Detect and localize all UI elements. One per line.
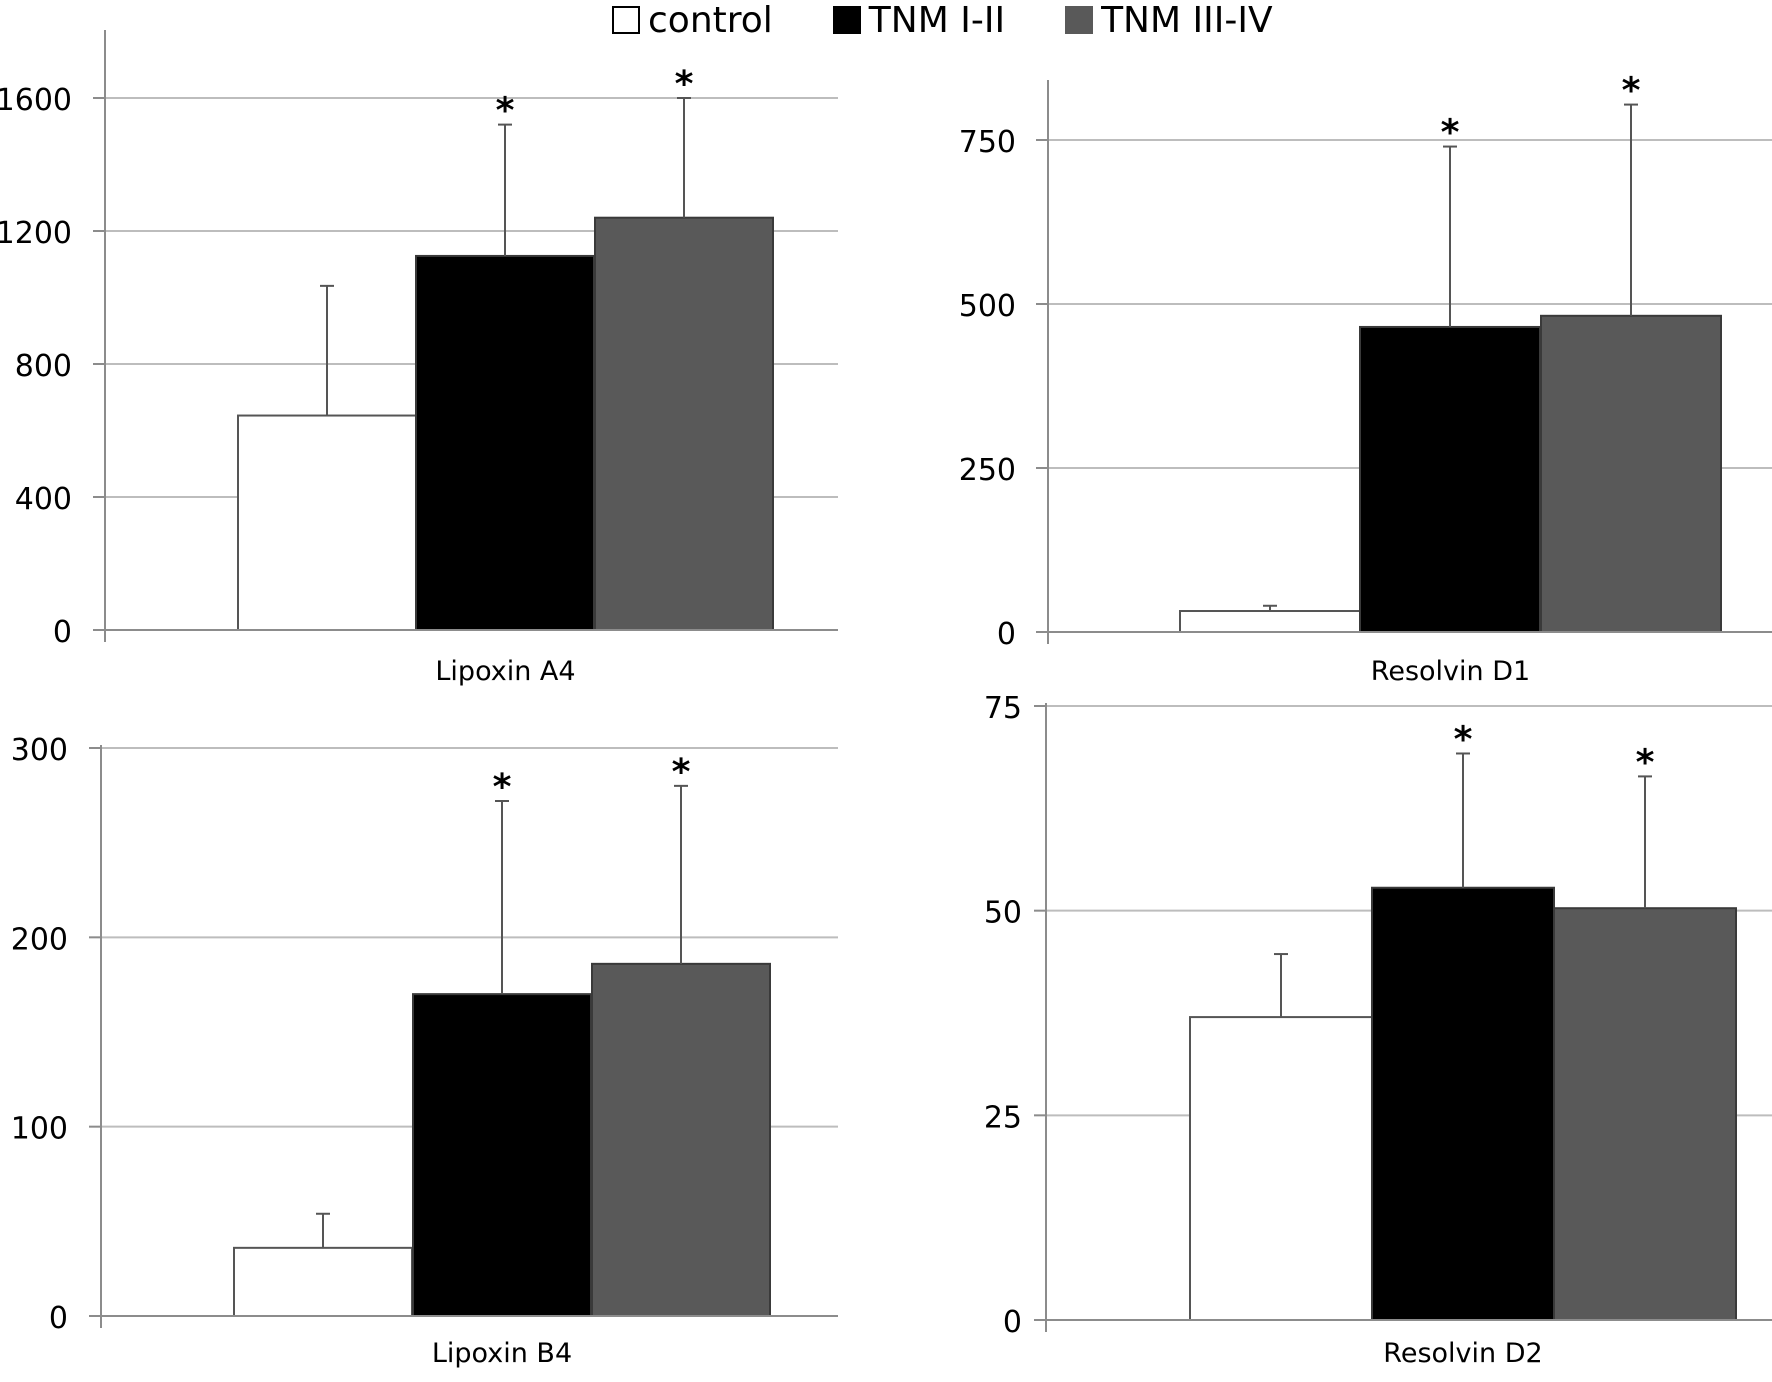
resolvin-d1-significance-tnm-i-ii: * xyxy=(1441,113,1460,154)
lipoxin-a4-title: Lipoxin A4 xyxy=(435,656,575,687)
resolvin-d1-tick-label: 250 xyxy=(959,453,1016,488)
lipoxin-b4-bar-tnm-iii-iv xyxy=(591,962,771,1318)
legend-swatch-tnm-i-ii xyxy=(832,6,861,34)
resolvin-d1-significance-tnm-iii-iv: * xyxy=(1622,71,1641,112)
lipoxin-a4-significance-tnm-i-ii: * xyxy=(496,91,515,132)
resolvin-d2-bar-tnm-i-ii xyxy=(1371,886,1555,1322)
resolvin-d2-title: Resolvin D2 xyxy=(1383,1338,1542,1369)
legend-swatch-tnm-iii-iv xyxy=(1065,6,1094,34)
lipoxin-b4-tick-label: 300 xyxy=(11,733,68,768)
resolvin-d2-tick-label: 25 xyxy=(984,1100,1022,1135)
resolvin-d2-bar-tnm-iii-iv xyxy=(1553,907,1737,1322)
lipoxin-b4-tick-label: 0 xyxy=(49,1301,68,1336)
legend-swatch-control xyxy=(612,6,640,34)
resolvin-d2-bar-control xyxy=(1189,1016,1373,1321)
lipoxin-b4-significance-tnm-i-ii: * xyxy=(493,767,512,808)
resolvin-d1-tick-label: 0 xyxy=(997,617,1016,652)
lipoxin-a4-tick-label: 800 xyxy=(15,349,72,384)
lipoxin-b4-bar-tnm-i-ii xyxy=(412,993,592,1318)
resolvin-d2-tick-label: 75 xyxy=(984,691,1022,726)
legend: control TNM I-II TNM III-IV xyxy=(612,0,1273,41)
resolvin-d1-tick-label: 750 xyxy=(959,125,1016,160)
lipoxin-a4-tick-label: 0 xyxy=(53,615,72,650)
lipoxin-a4-bar-tnm-i-ii xyxy=(415,254,595,631)
lipoxin-b4-bar-control xyxy=(233,1246,413,1317)
resolvin-d1-tick-label: 500 xyxy=(959,289,1016,324)
resolvin-d2-significance-tnm-i-ii: * xyxy=(1454,719,1473,760)
resolvin-d2-tick-label: 50 xyxy=(984,896,1022,931)
legend-item-tnm-i-ii: TNM I-II xyxy=(832,0,1006,41)
lipoxin-a4-tick-label: 1600 xyxy=(0,83,72,118)
legend-item-control: control xyxy=(612,0,773,41)
resolvin-d1-title: Resolvin D1 xyxy=(1371,656,1530,687)
resolvin-d1-bar-control xyxy=(1179,610,1361,633)
lipoxin-b4-tick-label: 200 xyxy=(11,922,68,957)
legend-label-control: control xyxy=(648,0,773,41)
lipoxin-a4-bar-control xyxy=(237,414,417,631)
lipoxin-a4-tick-label: 1200 xyxy=(0,216,72,251)
legend-item-tnm-iii-iv: TNM III-IV xyxy=(1065,0,1273,41)
lipoxin-a4-tick-label: 400 xyxy=(15,482,72,517)
resolvin-d1-bar-tnm-iii-iv xyxy=(1540,314,1722,633)
lipoxin-a4-bar-tnm-iii-iv xyxy=(594,216,774,631)
lipoxin-b4-significance-tnm-iii-iv: * xyxy=(672,752,691,793)
resolvin-d1-bar-tnm-i-ii xyxy=(1359,325,1541,633)
legend-label-tnm-iii-iv: TNM III-IV xyxy=(1101,0,1273,41)
resolvin-d2-significance-tnm-iii-iv: * xyxy=(1636,742,1655,783)
legend-label-tnm-i-ii: TNM I-II xyxy=(868,0,1006,41)
lipoxin-b4-title: Lipoxin B4 xyxy=(432,1338,572,1369)
lipoxin-b4-tick-label: 100 xyxy=(11,1112,68,1147)
resolvin-d2-tick-label: 0 xyxy=(1003,1305,1022,1340)
lipoxin-a4-significance-tnm-iii-iv: * xyxy=(675,64,694,105)
